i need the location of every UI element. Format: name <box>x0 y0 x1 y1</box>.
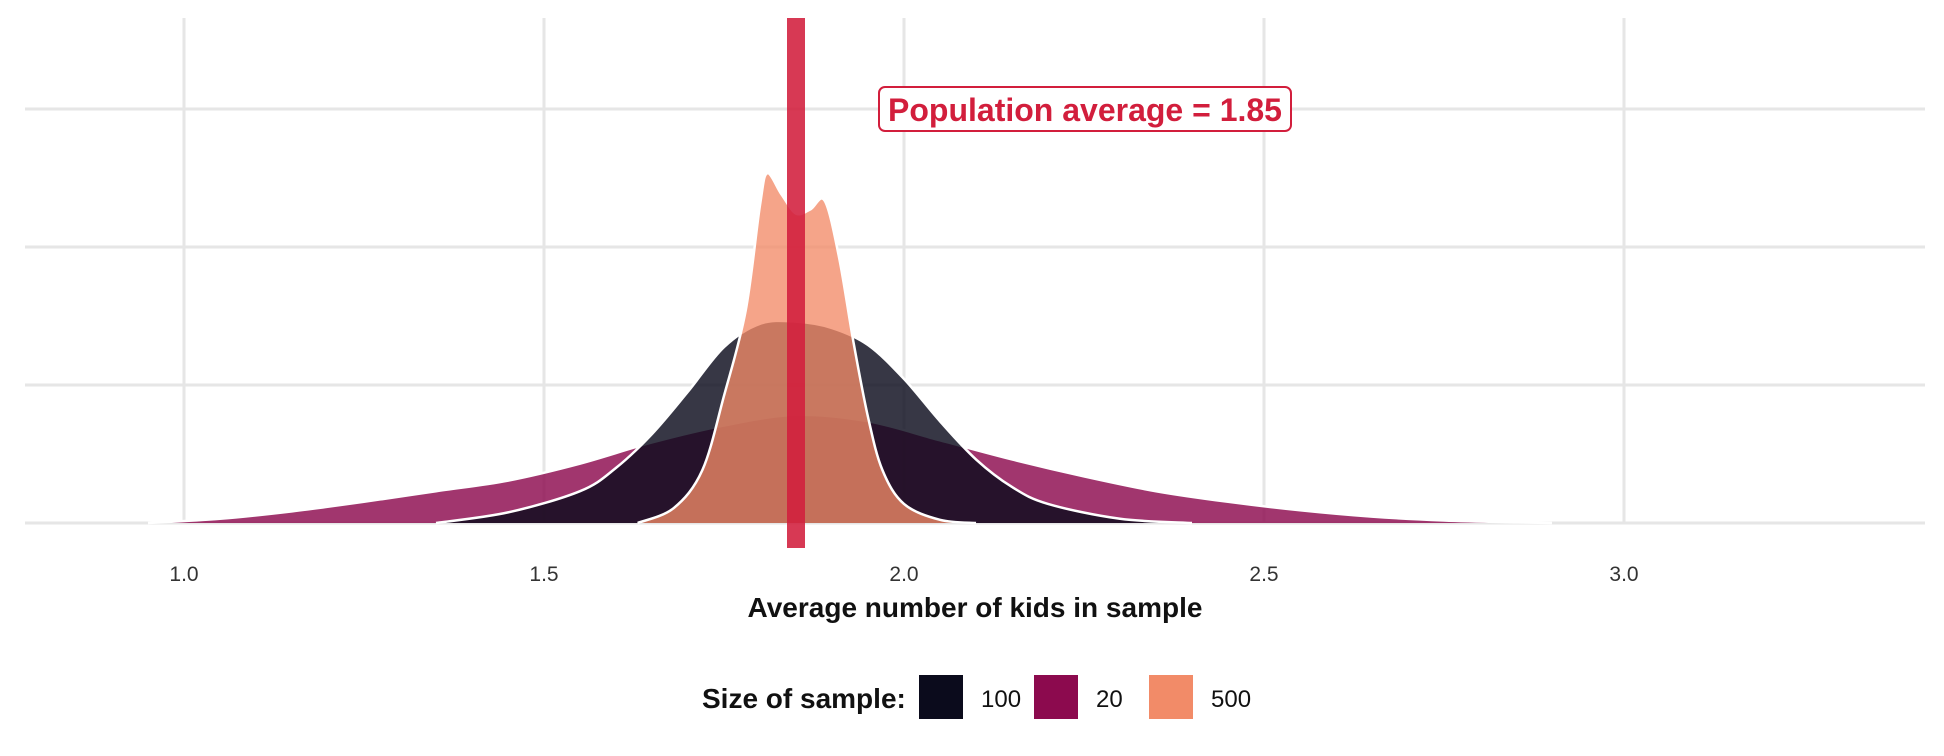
population-average-line <box>787 18 805 548</box>
legend-swatch-100 <box>919 675 963 719</box>
x-axis-title: Average number of kids in sample <box>748 592 1203 623</box>
x-tick-label: 1.5 <box>529 563 558 586</box>
population-average-annotation: Population average = 1.85 <box>878 86 1292 132</box>
reference-line <box>787 18 805 548</box>
legend-label-500: 500 <box>1211 686 1251 713</box>
legend-label-100: 100 <box>981 686 1021 713</box>
x-tick-label: 2.5 <box>1249 563 1278 586</box>
annotation-box <box>878 86 1292 132</box>
x-tick-label: 2.0 <box>889 563 918 586</box>
legend: Size of sample: 100 20 500 <box>702 675 1251 719</box>
annotation-text: Population average = 1.85 <box>888 92 1282 128</box>
x-axis-ticks: 1.0 1.5 2.0 2.5 3.0 <box>169 563 1638 586</box>
x-tick-label: 1.0 <box>169 563 198 586</box>
legend-swatch-500 <box>1149 675 1193 719</box>
density-areas <box>147 172 1553 525</box>
legend-swatch-20 <box>1034 675 1078 719</box>
legend-title: Size of sample: <box>702 683 906 714</box>
x-tick-label: 3.0 <box>1609 563 1638 586</box>
legend-label-20: 20 <box>1096 686 1123 713</box>
density-area-500 <box>637 173 976 523</box>
